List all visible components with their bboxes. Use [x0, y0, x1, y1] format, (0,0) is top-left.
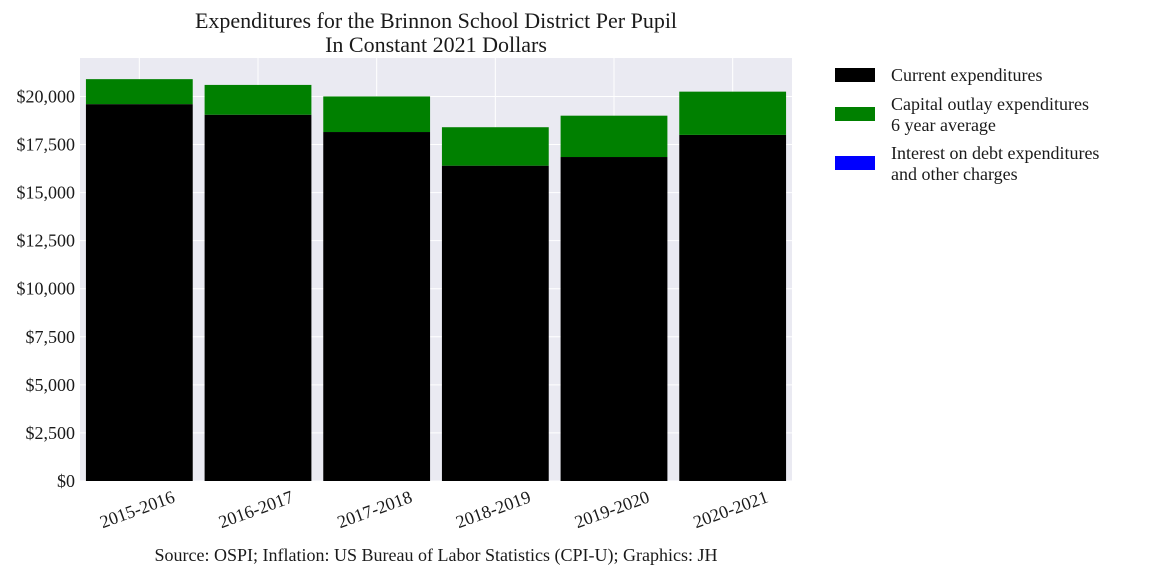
legend-label-2: Capital outlay expenditures 6 year averag… [891, 94, 1089, 135]
source-note: Source: OSPI; Inflation: US Bureau of La… [155, 545, 718, 566]
y-axis-ticks: $0 $2,500 $5,000 $7,500 $10,000 $12,500 $15,00… [17, 86, 76, 491]
y-tick-label: $10,000 [17, 279, 76, 299]
legend-label-1: Current expenditures [891, 65, 1042, 85]
legend-swatch-1 [835, 68, 875, 82]
bar-2016-2017-series-2 [204, 84, 312, 115]
bar-2017-2018-series-1 [323, 132, 431, 481]
y-tick-label: $20,000 [17, 86, 76, 106]
y-tick-label: $17,500 [17, 135, 76, 155]
bar-2019-2020-series-2 [560, 115, 668, 158]
bar-2020-2021-series-2 [679, 91, 787, 135]
chart-title-line-2: In Constant 2021 Dollars [325, 32, 547, 57]
x-tick-label: 2017-2018 [335, 487, 415, 532]
y-tick-label: $0 [57, 471, 75, 491]
bar-2017-2018-series-2 [323, 96, 431, 133]
chart-title: Expenditures for the Brinnon School Dist… [195, 8, 677, 57]
y-tick-label: $12,500 [17, 231, 76, 251]
x-tick-label: 2020-2021 [691, 487, 771, 532]
x-tick-label: 2018-2019 [453, 487, 533, 532]
legend-label-3: Interest on debt expenditures and other c… [891, 143, 1099, 184]
x-tick-label: 2015-2016 [97, 487, 177, 532]
bar-2015-2016-series-2 [85, 79, 193, 105]
bar-2018-2019-series-2 [441, 127, 549, 166]
plot-area [80, 58, 792, 481]
x-tick-label: 2016-2017 [216, 487, 296, 532]
y-tick-label: $2,500 [26, 423, 76, 443]
y-tick-label: $7,500 [26, 327, 76, 347]
x-tick-label: 2019-2020 [572, 487, 652, 532]
legend: Current expenditures Capital outlay expen… [835, 65, 1099, 184]
bar-2016-2017-series-1 [204, 114, 312, 481]
bars [85, 79, 787, 482]
bar-2019-2020-series-1 [560, 157, 668, 482]
chart-title-line-1: Expenditures for the Brinnon School Dist… [195, 8, 677, 33]
y-tick-label: $15,000 [17, 183, 76, 203]
bar-2018-2019-series-1 [441, 165, 549, 481]
bar-2015-2016-series-1 [85, 104, 193, 482]
y-tick-label: $5,000 [26, 375, 76, 395]
legend-swatch-3 [835, 156, 875, 170]
legend-swatch-2 [835, 107, 875, 121]
x-axis-ticks: 2015-2016 2016-2017 2017-2018 2018-2019 2019… [97, 487, 770, 532]
bar-2020-2021-series-1 [679, 134, 787, 481]
